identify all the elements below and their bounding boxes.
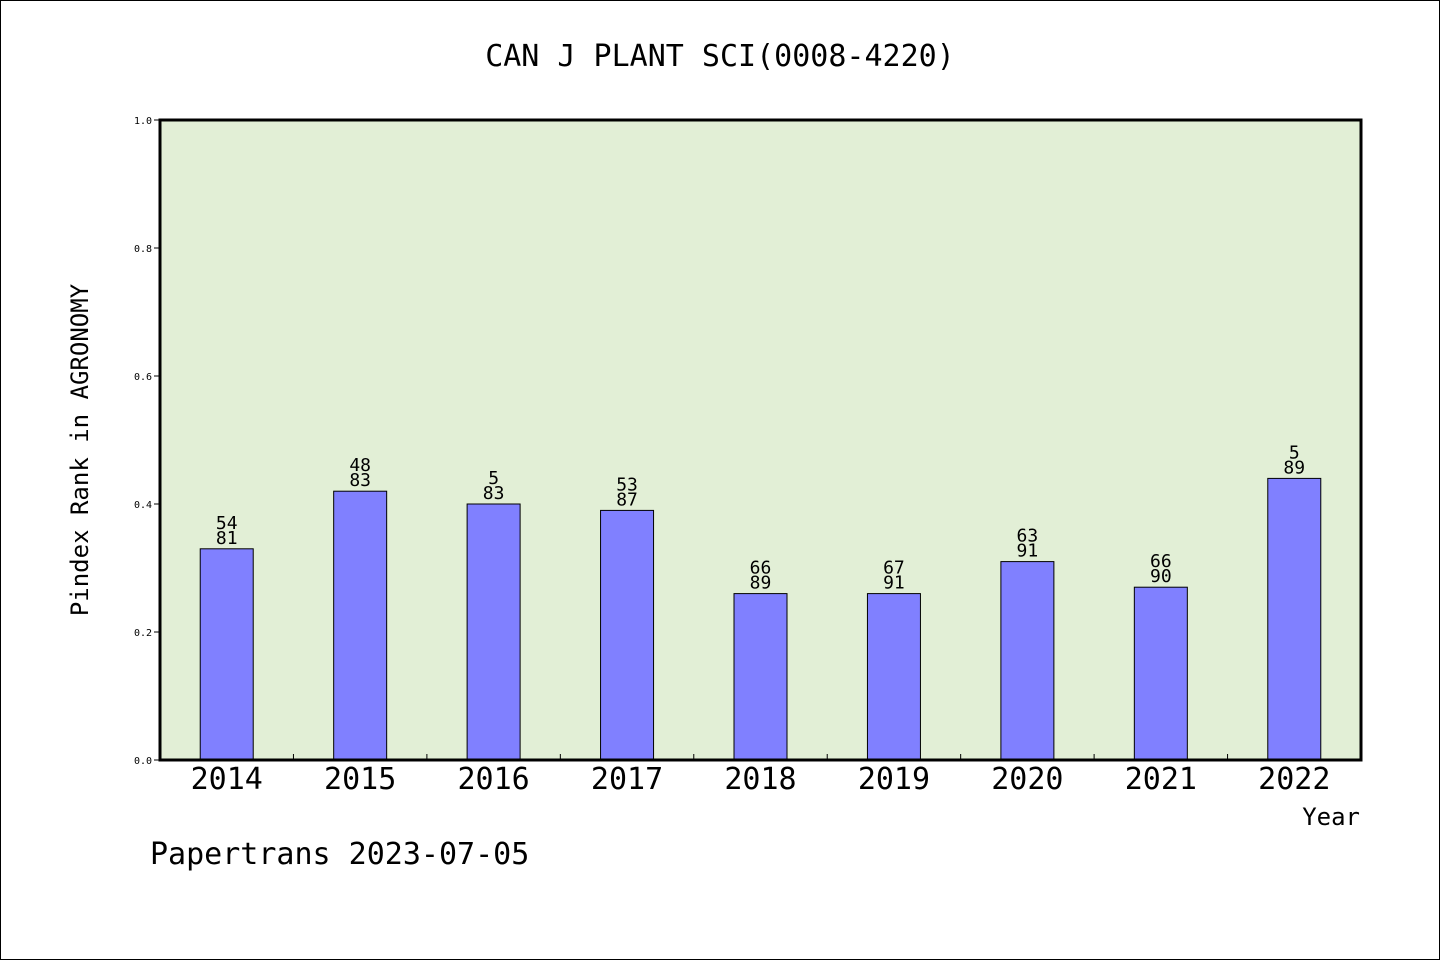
plot-frame bbox=[158, 118, 1363, 762]
x-axis: 2014 2015 2016 2017 2018 2019 2020 2021 2022 bbox=[191, 754, 1330, 797]
bar-label-bottom: 89 bbox=[1283, 457, 1305, 478]
bar-2022 bbox=[1267, 477, 1322, 761]
x-tick-label: 2014 bbox=[191, 762, 263, 797]
bar-label-top: 66 bbox=[750, 558, 772, 579]
y-tick-label: 0.6 bbox=[134, 372, 152, 383]
x-tick-label: 2022 bbox=[1258, 762, 1330, 797]
chart-title: CAN J PLANT SCI(0008-4220) bbox=[485, 39, 955, 74]
y-tick-label: 1.0 bbox=[134, 116, 152, 127]
y-tick-label: 0.8 bbox=[134, 244, 152, 255]
bar-label-bottom: 83 bbox=[483, 483, 505, 504]
bar-label-bottom: 90 bbox=[1150, 566, 1172, 587]
footer-text: Papertrans 2023-07-05 bbox=[150, 837, 529, 872]
y-axis-label: Pindex Rank in AGRONOMY bbox=[66, 283, 94, 616]
x-tick-label: 2021 bbox=[1125, 762, 1197, 797]
bar-label-top: 53 bbox=[616, 474, 638, 495]
x-tick-label: 2016 bbox=[457, 762, 529, 797]
x-tick-label: 2018 bbox=[724, 762, 796, 797]
bar-label-top: 48 bbox=[349, 455, 371, 476]
bar-label-top: 54 bbox=[216, 513, 238, 534]
x-tick-label: 2017 bbox=[591, 762, 663, 797]
y-tick-label: 0.0 bbox=[134, 756, 152, 767]
x-tick-label: 2020 bbox=[991, 762, 1063, 797]
bar-2016 bbox=[466, 503, 521, 761]
bar-label-bottom: 91 bbox=[883, 573, 905, 594]
bar-2017 bbox=[600, 509, 655, 761]
bar-label-top: 5 bbox=[488, 468, 499, 489]
bar-label-top: 63 bbox=[1017, 526, 1039, 547]
bar-label-top: 66 bbox=[1150, 551, 1172, 572]
y-tick-label: 0.4 bbox=[134, 500, 152, 511]
bar-label-bottom: 83 bbox=[349, 470, 371, 491]
bars-group bbox=[199, 477, 1322, 761]
x-tick-label: 2015 bbox=[324, 762, 396, 797]
bar-label-bottom: 91 bbox=[1017, 541, 1039, 562]
x-axis-label: Year bbox=[1302, 803, 1360, 831]
bar-2018 bbox=[733, 593, 788, 761]
bar-2014 bbox=[199, 548, 254, 761]
y-tick-label: 0.2 bbox=[134, 628, 152, 639]
bar-label-bottom: 81 bbox=[216, 528, 238, 549]
bar-label-top: 67 bbox=[883, 558, 905, 579]
bar-2015 bbox=[333, 490, 388, 761]
bar-label-bottom: 89 bbox=[750, 573, 772, 594]
bar-label-top: 5 bbox=[1289, 442, 1300, 463]
bar-2019 bbox=[866, 593, 921, 761]
bar-2021 bbox=[1133, 586, 1188, 761]
bar-2020 bbox=[1000, 561, 1055, 761]
x-tick-label: 2019 bbox=[858, 762, 930, 797]
bar-label-bottom: 87 bbox=[616, 489, 638, 510]
y-axis: 0.0 0.2 0.4 0.6 0.8 1.0 bbox=[134, 116, 160, 767]
